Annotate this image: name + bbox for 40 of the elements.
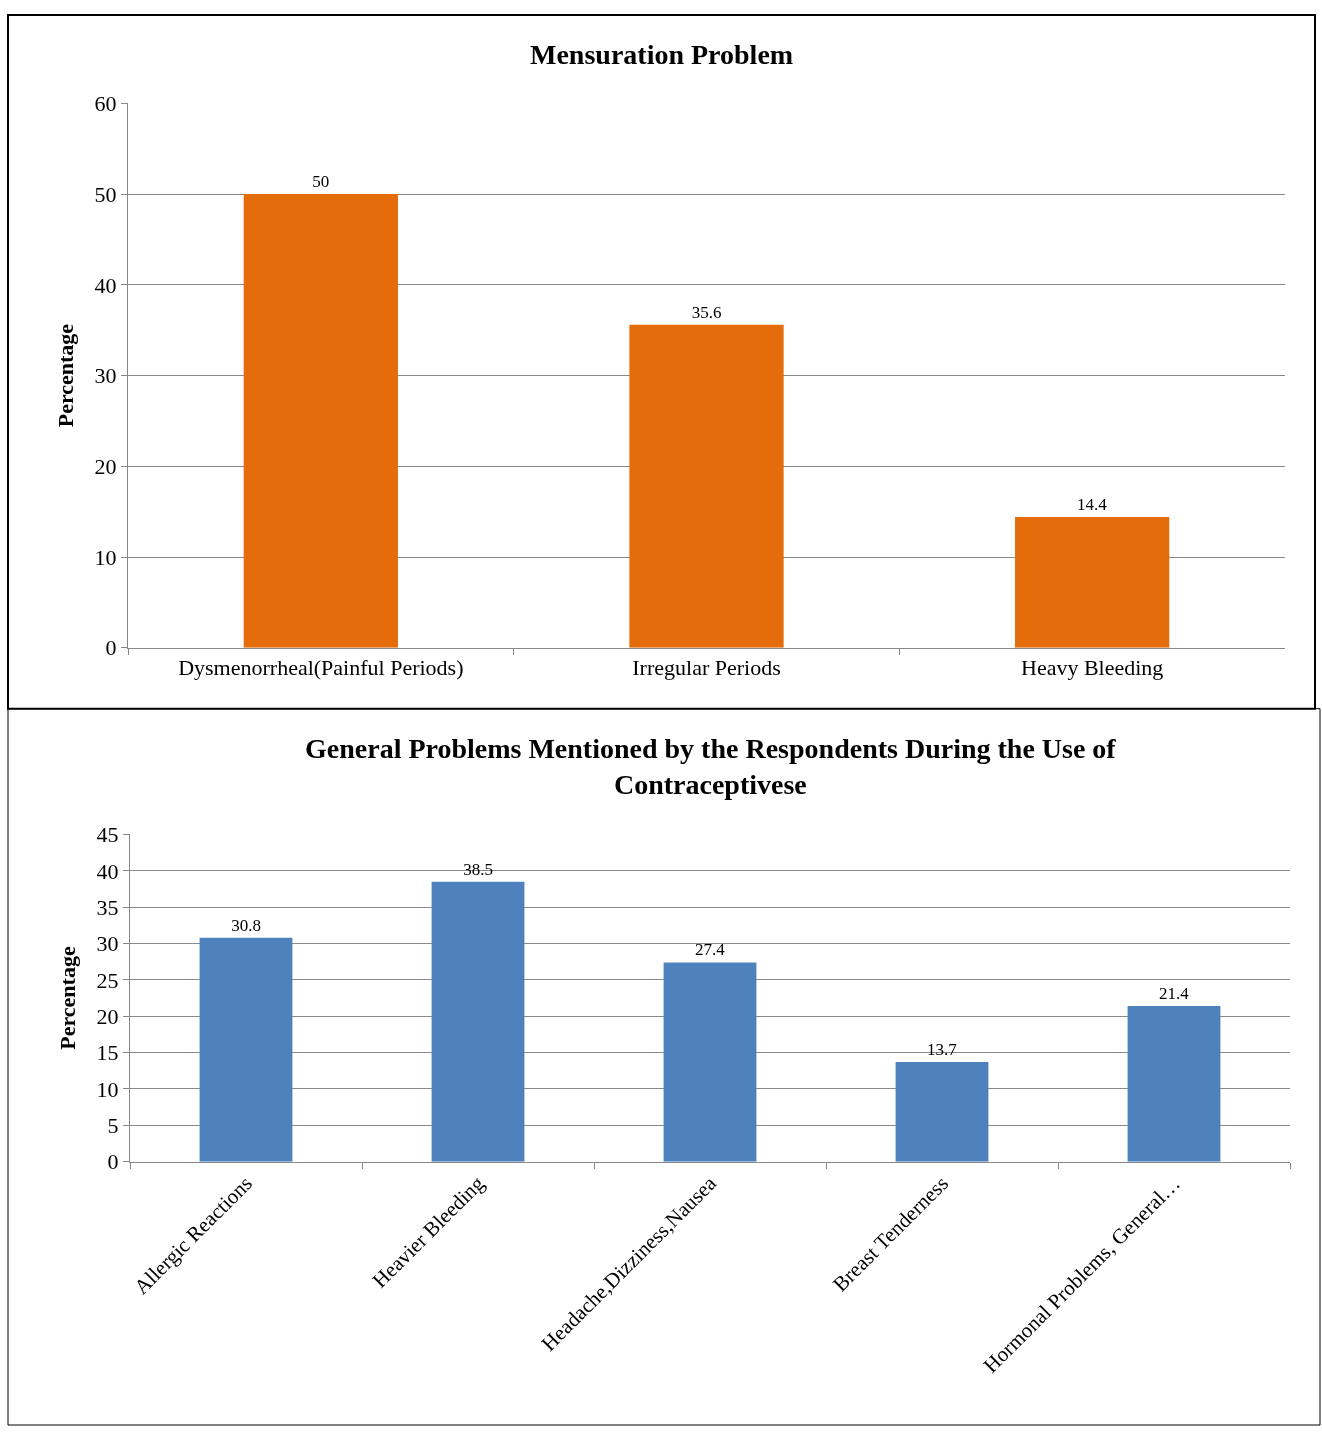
y-tick-label: 15 (96, 1040, 119, 1066)
bar (895, 1062, 989, 1162)
data-label: 14.4 (1077, 495, 1108, 515)
y-tick-label: 50 (94, 181, 117, 207)
y-tick-label: 40 (96, 858, 119, 884)
bar (629, 324, 784, 648)
bar (1127, 1006, 1221, 1162)
y-tick-label: 30 (94, 363, 117, 389)
data-label: 13.7 (926, 1040, 958, 1060)
y-tick-label: 35 (96, 894, 119, 920)
data-label: 21.4 (1158, 984, 1190, 1004)
bar (431, 881, 525, 1162)
bar (243, 194, 398, 648)
y-tick-label: 20 (96, 1003, 119, 1029)
y-axis-title: Percentage (53, 323, 79, 428)
bar (1015, 517, 1170, 648)
y-tick-label: 40 (94, 272, 117, 298)
y-axis-title: Percentage (55, 946, 81, 1050)
y-tick-label: 0 (107, 1149, 119, 1175)
data-label: 38.5 (463, 859, 493, 879)
data-label: 30.8 (231, 915, 261, 935)
bar (663, 962, 757, 1162)
y-tick-label: 45 (96, 822, 119, 848)
x-tick-label: Dysmenorrheal(Painful Periods) (178, 655, 464, 681)
chart-title: Mensuration Problem (530, 39, 794, 70)
data-label: 27.4 (694, 940, 726, 960)
y-tick-label: 0 (105, 635, 117, 661)
y-tick-label: 10 (94, 544, 117, 570)
bar (199, 937, 293, 1162)
y-tick-label: 30 (96, 931, 119, 957)
y-tick-label: 25 (96, 967, 119, 993)
data-label: 35.6 (691, 302, 722, 322)
x-tick-label: Heavy Bleeding (1020, 655, 1164, 681)
chart-title: General Problems Mentioned by the Respondents During the Use of Contraceptivese (305, 733, 1117, 801)
y-tick-label: 10 (96, 1076, 119, 1102)
y-tick-label: 5 (107, 1113, 119, 1138)
y-tick-label: 60 (94, 91, 117, 117)
data-label: 50 (312, 172, 330, 192)
x-tick-label: Irregular Periods (632, 655, 781, 681)
y-tick-label: 20 (94, 453, 117, 479)
